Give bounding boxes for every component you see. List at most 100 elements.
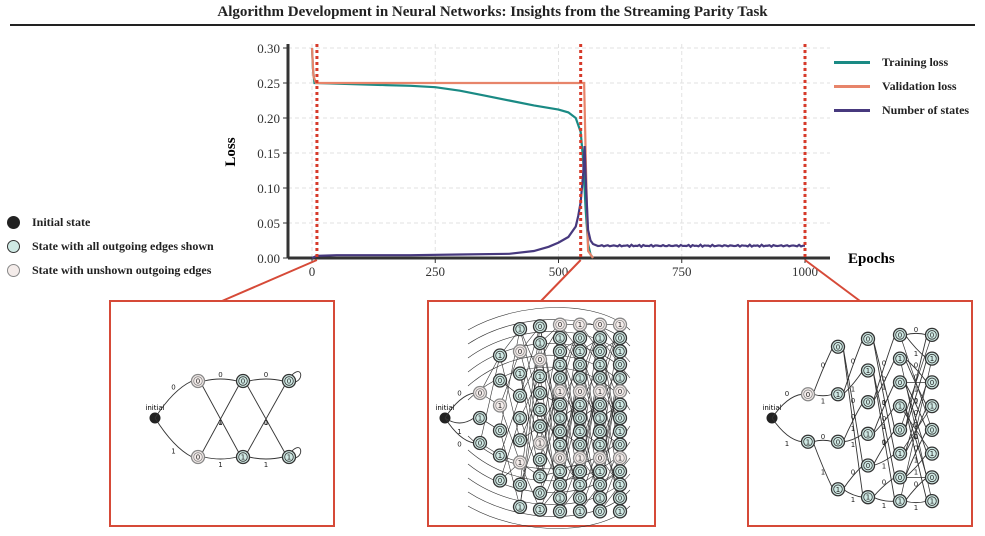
edge-label: 0 [914,445,918,453]
state-node-label: 0 [558,375,562,383]
state-node-label: 1 [558,361,562,369]
state-node-inner [895,377,905,388]
state-node-inner [895,330,905,340]
edge-label: 0 [851,397,855,405]
edge-label: 0 [882,415,886,423]
state-node-label: 1 [518,326,522,334]
edge-label: 1 [882,502,886,510]
edge [872,429,896,466]
state-node-label: 1 [618,481,622,489]
state-node-inner [615,453,625,463]
edge-label: 1 [882,383,886,391]
edge-label: 1 [457,428,461,436]
state-node-inner [515,346,525,357]
state-node-inner [575,359,585,370]
state-node-label: 0 [558,455,562,463]
state-node-label: 1 [866,494,870,502]
state-node-inner [495,375,505,386]
legend-all-edges-state: State with all outgoing edges shown [7,234,214,258]
state-node-inner [595,466,605,477]
state-node-inner [475,438,485,448]
state-node-inner [575,506,585,517]
state-node-label: 1 [538,406,542,414]
edge [812,441,834,490]
state-node-label: 0 [930,474,934,482]
state-node-inner [863,365,873,376]
edge [579,364,601,405]
state-node-label: 1 [618,508,622,516]
state-node-label: 0 [930,379,934,387]
state-node-label: 1 [518,503,522,511]
series-line-2 [311,145,806,260]
state-node-label: 0 [287,378,291,386]
edge-label: 1 [882,399,886,407]
self-loop [291,447,302,459]
edge-label: 1 [851,425,855,433]
state-node-inner [595,479,605,490]
legend-all-edges-label: State with all outgoing edges shown [32,238,214,253]
edge [904,382,928,431]
state-node-label: 0 [836,438,840,446]
state-node-inner [575,399,585,410]
state-node-label: 0 [558,348,562,356]
state-node-label: 1 [598,415,602,423]
callout-line [221,259,318,302]
state-node-inner [575,439,585,450]
figure-title: Algorithm Development in Neural Networks… [217,4,768,20]
state-node-label: 1 [618,428,622,436]
state-node-inner [555,413,565,423]
edge-label: 1 [171,448,175,456]
full-state-marker-icon [7,239,20,253]
state-node-label: 0 [518,437,522,445]
edge-label: 1 [914,433,918,441]
state-node-label: 1 [930,403,934,411]
edge-label: 0 [882,478,886,486]
state-node-label: 0 [898,426,902,434]
state-node-inner [895,401,905,411]
edge-label: 1 [914,469,918,477]
initial-label: initial [435,404,454,412]
state-node-inner [895,496,905,506]
edge-label: 0 [457,441,461,449]
state-node-label: 0 [538,356,542,364]
state-node-label: 1 [578,428,582,436]
edge-label: 0 [914,397,918,405]
state-node-inner [284,376,294,386]
edge [519,426,541,485]
edge-label: 1 [821,397,825,405]
edge [499,417,521,481]
x-tick-label: 1000 [792,264,818,279]
state-node-inner [575,333,585,343]
edge [872,370,896,502]
state-node-label: 1 [598,468,602,476]
edge [499,430,521,507]
edge [519,417,541,477]
state-node-label: 0 [806,391,810,399]
edge [154,380,193,419]
state-node-inner [555,439,565,450]
state-node-label: 1 [618,401,622,409]
state-node-label: 1 [806,438,810,446]
edge-label: 0 [882,439,886,447]
edge [559,444,581,485]
state-node-inner [555,386,565,397]
state-node-inner [193,376,203,386]
edge [872,382,896,434]
state-node-inner [475,413,485,423]
state-node-inner [833,389,843,399]
state-node-label: 0 [866,335,870,343]
state-node-inner [927,448,937,459]
callout-line [540,259,582,302]
edge-label: 1 [851,385,855,393]
y-tick-label: 0.05 [257,216,280,231]
state-node-inner [555,466,565,477]
automaton-panel [109,300,335,527]
state-node-label: 0 [578,335,582,343]
legend-number-of-states: Number of states [834,98,969,122]
state-node-inner [615,359,625,370]
y-tick-label: 0.20 [257,111,280,126]
state-node-inner [575,319,585,330]
state-node-inner [555,399,565,410]
edge [904,334,928,430]
state-node-label: 0 [241,378,245,386]
